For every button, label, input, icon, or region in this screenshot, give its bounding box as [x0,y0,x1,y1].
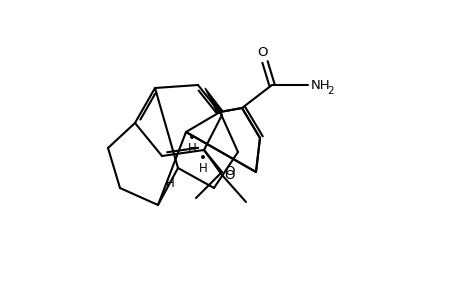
Text: H: H [165,176,174,190]
Circle shape [190,136,193,138]
Circle shape [202,156,204,158]
Text: O: O [224,164,235,178]
Text: 2: 2 [326,86,333,96]
Text: O: O [224,169,235,182]
Text: H: H [198,161,207,175]
Text: H: H [187,142,196,154]
Polygon shape [205,88,222,113]
Text: NH: NH [310,79,330,92]
Text: O: O [256,46,267,59]
